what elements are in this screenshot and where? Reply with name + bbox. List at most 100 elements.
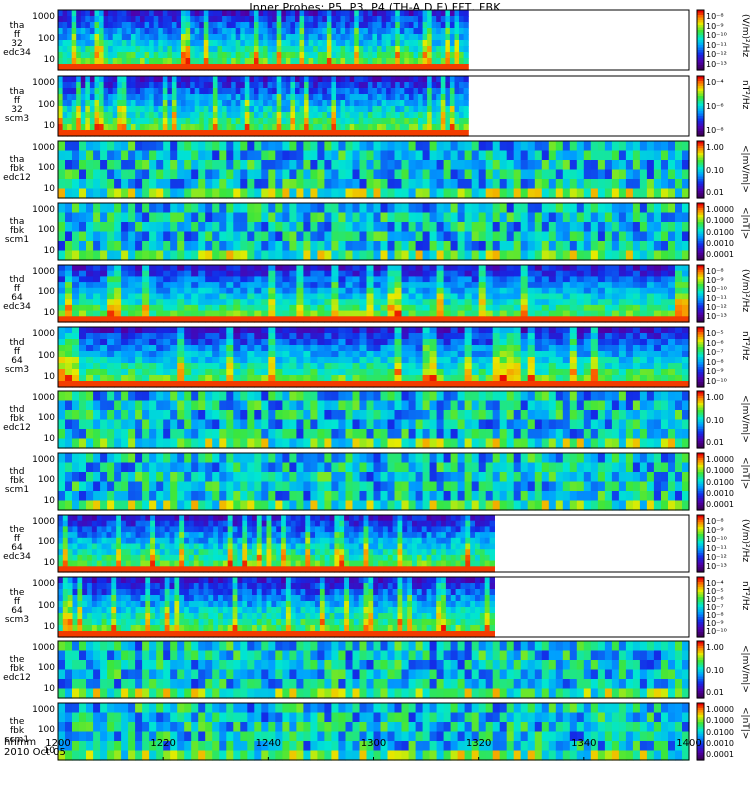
- spectrogram-cell: [454, 22, 460, 29]
- spectrogram-cell: [190, 106, 196, 113]
- colorbar-1: [696, 9, 705, 71]
- colorbar-segment: [697, 52, 704, 56]
- spectrogram-cell: [326, 28, 333, 35]
- spectrogram-cell: [322, 64, 328, 71]
- spectrogram-cell: [112, 106, 118, 113]
- spectrogram-cell: [562, 304, 571, 312]
- spectrogram-cell: [177, 351, 185, 358]
- spectrogram-cell: [576, 293, 585, 300]
- spectrogram-cell: [93, 333, 101, 340]
- spectrogram-cell: [249, 76, 255, 83]
- spectrogram-cell: [429, 345, 438, 352]
- spectrogram-cell: [275, 351, 283, 358]
- colorbar-segment: [697, 55, 704, 59]
- spectrogram-cell: [263, 112, 269, 119]
- spectrogram-cell: [463, 16, 469, 23]
- spectrogram-cell: [205, 188, 213, 199]
- spectrogram-cell: [457, 141, 466, 152]
- spectrogram-cell: [170, 304, 178, 312]
- spectrogram-cell: [290, 64, 296, 71]
- spectrogram-cell: [359, 375, 368, 382]
- spectrogram-cell: [611, 222, 620, 233]
- spectrogram-cell: [107, 316, 115, 323]
- spectrogram-cell: [86, 357, 94, 364]
- spectrogram-cell: [135, 429, 143, 440]
- spectrogram-cell: [436, 58, 442, 65]
- spectrogram-cell: [399, 76, 405, 83]
- spectrogram-cell: [191, 363, 199, 370]
- spectrogram-cell: [454, 16, 460, 23]
- spectrogram-cell: [268, 316, 276, 323]
- spectrogram-cell: [322, 28, 328, 35]
- spectrogram-cell: [443, 333, 452, 340]
- spectrogram-cell: [358, 46, 364, 53]
- spectrogram-cell: [62, 16, 68, 23]
- spectrogram-cell: [436, 16, 442, 23]
- spectrogram-cell: [191, 419, 199, 430]
- spectrogram-cell: [296, 293, 304, 300]
- spectrogram-cell: [130, 34, 137, 41]
- spectrogram-cell: [296, 333, 304, 340]
- spectrogram-cell: [625, 316, 634, 323]
- spectrogram-cell: [72, 410, 80, 421]
- colorbar-2: [696, 75, 705, 137]
- spectrogram-cell: [478, 222, 487, 233]
- spectrogram-cell: [443, 212, 452, 223]
- spectrogram-cell: [367, 106, 374, 113]
- spectrogram-cell: [372, 64, 378, 71]
- spectrogram-cell: [144, 106, 150, 113]
- spectrogram-cell: [244, 124, 250, 131]
- spectrogram-cell: [310, 270, 318, 277]
- spectrogram-cell: [520, 339, 529, 346]
- spectrogram-cell: [324, 150, 332, 161]
- spectrogram-cell: [67, 130, 73, 137]
- spectrogram-cell: [349, 88, 355, 95]
- spectrogram-cell: [208, 88, 214, 95]
- spectrogram-cell: [86, 333, 94, 340]
- spectrogram-cell: [492, 351, 501, 358]
- spectrogram-cell: [527, 282, 536, 289]
- spectrogram-cell: [336, 10, 342, 17]
- spectrogram-cell: [65, 179, 73, 190]
- spectrogram-cell: [459, 40, 465, 47]
- spectrogram-cell: [208, 28, 214, 35]
- spectrogram-cell: [310, 188, 318, 199]
- spectrogram-cell: [520, 231, 529, 242]
- spectrogram-cell: [184, 400, 192, 411]
- spectrogram-cell: [336, 130, 342, 137]
- spectrogram-cell: [431, 112, 437, 119]
- spectrogram-cell: [646, 188, 655, 199]
- spectrogram-cell: [324, 299, 332, 306]
- spectrogram-cell: [233, 327, 241, 334]
- spectrogram-cell: [135, 310, 143, 317]
- spectrogram-cell: [94, 16, 100, 23]
- spectrogram-cell: [625, 351, 634, 358]
- spectrogram-cell: [247, 241, 255, 252]
- spectrogram-cell: [72, 333, 80, 340]
- spectrogram-cell: [363, 46, 369, 53]
- spectrogram-cell: [597, 276, 606, 283]
- spectrogram-cell: [191, 375, 199, 382]
- spectrogram-cell: [338, 293, 346, 300]
- spectrogram-cell: [632, 265, 641, 272]
- spectrogram-cell: [121, 438, 129, 449]
- spectrogram-cell: [324, 357, 332, 364]
- spectrogram-cell: [99, 16, 105, 23]
- spectrogram-cell: [471, 212, 480, 223]
- spectrogram-cell: [345, 270, 354, 277]
- spectrogram-cell: [583, 270, 592, 277]
- spectrogram-cell: [167, 28, 173, 35]
- spectrogram-cell: [478, 169, 487, 180]
- spectrogram-cell: [149, 316, 157, 323]
- spectrogram-cell: [336, 46, 342, 53]
- spectrogram-cell: [222, 34, 228, 41]
- spectrogram-cell: [240, 52, 246, 59]
- spectrogram-cell: [144, 52, 150, 59]
- spectrogram-cell: [331, 16, 337, 23]
- spectrogram-cell: [205, 333, 213, 340]
- spectrogram-cell: [258, 58, 264, 65]
- spectrogram-cell: [71, 76, 77, 83]
- spectrogram-cell: [541, 363, 550, 370]
- spectrogram-cell: [345, 16, 351, 23]
- spectrogram-cell: [513, 222, 522, 233]
